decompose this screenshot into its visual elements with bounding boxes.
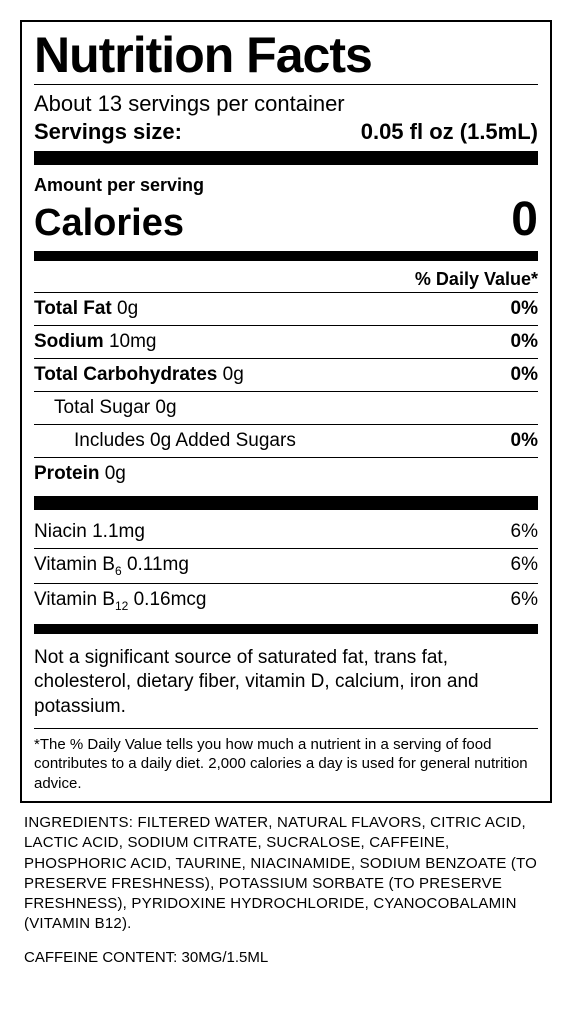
amount-per-serving: Amount per serving [34, 171, 538, 196]
servings-per-container: About 13 servings per container [34, 89, 538, 119]
not-significant-note: Not a significant source of saturated fa… [34, 640, 538, 728]
dv-footnote: *The % Daily Value tells you how much a … [34, 728, 538, 794]
title: Nutrition Facts [34, 30, 538, 80]
row-niacin: Niacin 1.1mg 6% [34, 516, 538, 548]
calories-value: 0 [511, 196, 538, 244]
row-protein: Protein 0g [34, 457, 538, 490]
calories-label: Calories [34, 202, 184, 245]
row-sodium: Sodium 10mg 0% [34, 325, 538, 358]
row-added-sugar: Includes 0g Added Sugars 0% [34, 424, 538, 457]
serving-size-label: Servings size: [34, 119, 182, 145]
row-vitamin-b6: Vitamin B6 0.11mg 6% [34, 548, 538, 583]
serving-size-value: 0.05 fl oz (1.5mL) [361, 119, 538, 145]
row-total-carb: Total Carbohydrates 0g 0% [34, 358, 538, 391]
row-total-sugar: Total Sugar 0g [34, 391, 538, 424]
row-vitamin-b12: Vitamin B12 0.16mcg 6% [34, 583, 538, 618]
caffeine-content: CAFFEINE CONTENT: 30MG/1.5ML [24, 949, 548, 966]
row-total-fat: Total Fat 0g 0% [34, 292, 538, 325]
nutrition-panel: Nutrition Facts About 13 servings per co… [20, 20, 552, 803]
daily-value-header: % Daily Value* [34, 267, 538, 292]
ingredients: INGREDIENTS: FILTERED WATER, NATURAL FLA… [24, 813, 548, 935]
